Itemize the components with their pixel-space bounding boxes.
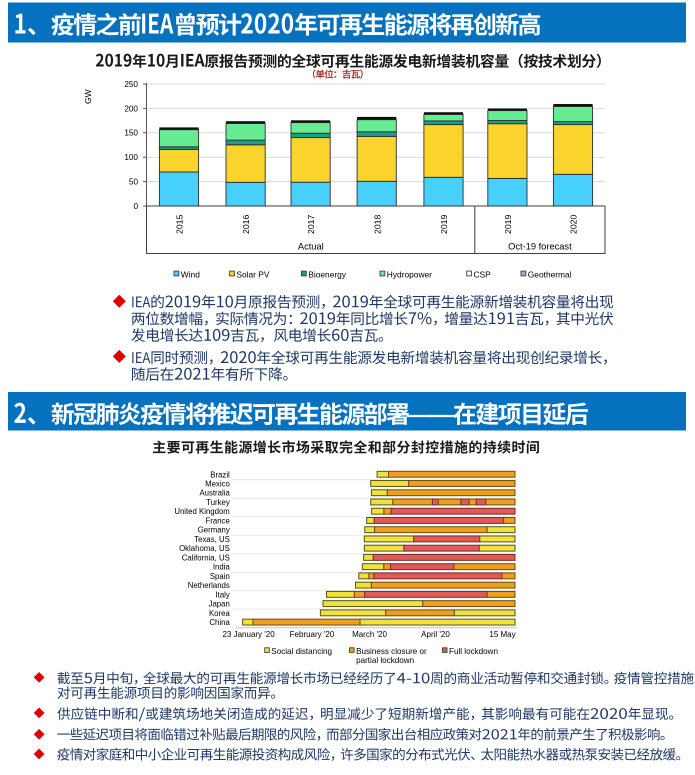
- svg-text:Australia: Australia: [199, 489, 230, 498]
- svg-text:United Kingdom: United Kingdom: [174, 507, 229, 516]
- svg-text:CSP: CSP: [474, 269, 492, 279]
- svg-text:Netherlands: Netherlands: [188, 581, 230, 590]
- svg-text:Turkey: Turkey: [206, 498, 230, 507]
- svg-text:2015: 2015: [175, 215, 185, 234]
- svg-text:2019: 2019: [439, 215, 449, 234]
- svg-text:Italy: Italy: [215, 590, 229, 599]
- svg-text:California, US: California, US: [182, 553, 230, 562]
- svg-text:23 January '20: 23 January '20: [222, 630, 275, 639]
- svg-text:March '20: March '20: [352, 630, 387, 639]
- svg-text:0: 0: [133, 202, 138, 211]
- svg-text:Oct-19 forecast: Oct-19 forecast: [508, 242, 572, 252]
- svg-text:Spain: Spain: [210, 572, 230, 581]
- svg-text:Korea: Korea: [209, 609, 230, 618]
- svg-text:100: 100: [124, 153, 138, 162]
- svg-text:February '20: February '20: [290, 630, 335, 639]
- svg-text:Geothermal: Geothermal: [528, 269, 572, 279]
- svg-text:Wind: Wind: [181, 269, 200, 279]
- svg-text:Full lockdown: Full lockdown: [449, 647, 498, 656]
- svg-text:200: 200: [124, 104, 138, 113]
- svg-text:Business closure or: Business closure or: [356, 647, 427, 656]
- svg-text:250: 250: [124, 80, 138, 89]
- svg-text:China: China: [209, 618, 230, 627]
- svg-text:Brazil: Brazil: [210, 470, 230, 479]
- svg-text:Solar PV: Solar PV: [236, 269, 269, 279]
- svg-text:Oklahoma, US: Oklahoma, US: [179, 544, 230, 553]
- svg-text:Mexico: Mexico: [205, 479, 230, 488]
- svg-text:50: 50: [129, 178, 139, 187]
- svg-text:2016: 2016: [241, 215, 251, 234]
- svg-text:Bioenergy: Bioenergy: [308, 269, 347, 279]
- svg-text:2017: 2017: [306, 215, 316, 234]
- svg-text:2018: 2018: [372, 215, 382, 234]
- svg-text:Social distancing: Social distancing: [271, 647, 332, 656]
- svg-text:Japan: Japan: [209, 600, 230, 609]
- svg-text:150: 150: [124, 129, 138, 138]
- svg-text:Actual: Actual: [298, 242, 324, 252]
- svg-text:Hydropower: Hydropower: [387, 269, 432, 279]
- svg-text:Germany: Germany: [198, 526, 230, 535]
- svg-text:France: France: [206, 516, 230, 525]
- svg-text:15 May: 15 May: [489, 630, 515, 639]
- svg-text:GW: GW: [83, 89, 93, 104]
- svg-text:2020: 2020: [569, 215, 579, 234]
- svg-text:2019: 2019: [503, 215, 513, 234]
- svg-text:partial lockdown: partial lockdown: [356, 656, 414, 665]
- svg-text:Texas, US: Texas, US: [194, 535, 230, 544]
- svg-text:April '20: April '20: [421, 630, 450, 639]
- svg-text:India: India: [213, 563, 231, 572]
